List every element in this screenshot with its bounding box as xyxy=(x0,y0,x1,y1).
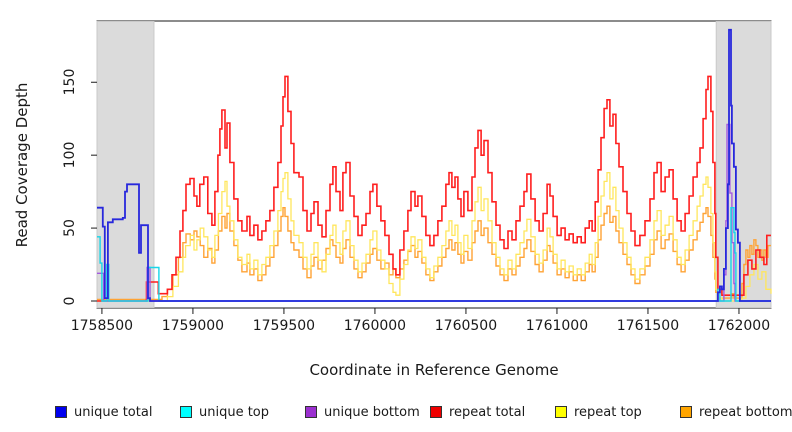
y-tick-label: 50 xyxy=(62,219,78,237)
legend-item-repeat-bottom: repeat bottom xyxy=(680,402,792,420)
series-repeat-total xyxy=(97,75,771,302)
legend-swatch-icon xyxy=(55,405,67,418)
y-tick-label: 150 xyxy=(62,68,78,96)
legend-label: repeat bottom xyxy=(699,405,792,420)
legend-label: unique top xyxy=(199,405,270,420)
series-repeat-top xyxy=(97,172,772,302)
legend-item-unique-bottom: unique bottom xyxy=(305,402,420,420)
legend-swatch-icon xyxy=(680,405,692,418)
x-tick-label: 1761500 xyxy=(616,318,680,334)
legend-item-repeat-total: repeat total xyxy=(430,402,526,420)
y-tick-label: 100 xyxy=(62,141,78,169)
legend-label: repeat total xyxy=(449,405,526,420)
x-tick-label: 1761000 xyxy=(525,318,589,334)
legend-label: unique bottom xyxy=(324,405,420,420)
legend-swatch-icon xyxy=(555,405,567,418)
legend-label: unique total xyxy=(74,405,153,420)
series-repeat-bottom xyxy=(97,205,771,301)
legend-item-unique-total: unique total xyxy=(55,402,153,420)
y-axis-title: Read Coverage Depth xyxy=(13,82,31,248)
x-tick-label: 1759500 xyxy=(252,318,316,334)
x-tick-label: 1762000 xyxy=(707,318,771,334)
x-tick-label: 1760500 xyxy=(434,318,498,334)
legend-swatch-icon xyxy=(180,405,192,418)
x-axis-title: Coordinate in Reference Genome xyxy=(309,361,559,379)
series-unique-top xyxy=(97,207,771,302)
legend-swatch-icon xyxy=(430,405,442,418)
legend-item-repeat-top: repeat top xyxy=(555,402,642,420)
y-tick-label: 0 xyxy=(62,296,78,306)
x-tick-label: 1759000 xyxy=(161,318,225,334)
legend-swatch-icon xyxy=(305,405,317,418)
legend-item-unique-top: unique top xyxy=(180,402,270,420)
x-tick-label: 1760000 xyxy=(343,318,407,334)
left-masked-region xyxy=(96,21,155,308)
plot-box xyxy=(96,20,772,309)
series-unique-total xyxy=(97,28,771,302)
x-tick-label: 1758500 xyxy=(70,318,134,334)
legend-label: repeat top xyxy=(574,405,642,420)
